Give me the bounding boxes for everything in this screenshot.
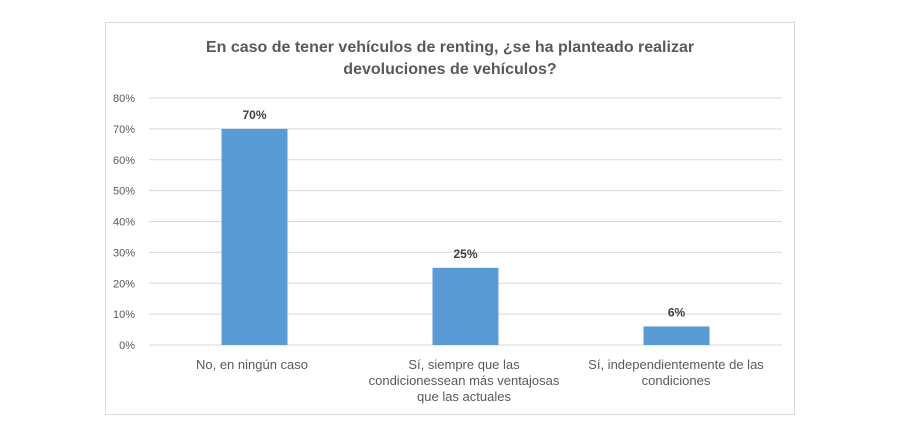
y-tick-label: 30%: [113, 247, 135, 259]
y-tick-label: 10%: [113, 309, 135, 321]
category-label-3: Sí, independientemente de las condicione…: [588, 357, 764, 388]
y-tick-label: 80%: [113, 93, 135, 105]
category-label-1: No, en ningún caso: [195, 357, 309, 372]
y-tick-label: 60%: [113, 155, 135, 167]
chart-title-line-2: devoluciones de vehículos?: [343, 61, 557, 78]
y-tick-label: 40%: [113, 217, 135, 229]
bar-3: [643, 326, 710, 345]
category-label-2-text: Sí, siempre que las condicionessean más …: [368, 357, 560, 404]
bar-chart-plot: 0% 10% 20% 30% 40% 50% 60% 70% 80% 70% 25% 6%: [113, 93, 782, 352]
data-label-3: 6%: [668, 305, 686, 319]
data-label-2: 25%: [453, 247, 477, 261]
chart-title-line-1: En caso de tener vehículos de renting, ¿…: [205, 39, 695, 56]
chart-title: En caso de tener vehículos de renting, ¿…: [106, 37, 794, 81]
y-tick-label: 50%: [113, 186, 135, 198]
bar-2: [432, 267, 499, 345]
bar-1: [221, 128, 288, 345]
data-label-1: 70%: [242, 108, 266, 122]
y-tick-label: 20%: [113, 278, 135, 290]
category-label-2: Sí, siempre que las condicionessean más …: [364, 357, 564, 405]
y-tick-label: 70%: [113, 124, 135, 136]
y-tick-label: 0%: [119, 340, 135, 352]
chart-frame: En caso de tener vehículos de renting, ¿…: [105, 22, 795, 415]
